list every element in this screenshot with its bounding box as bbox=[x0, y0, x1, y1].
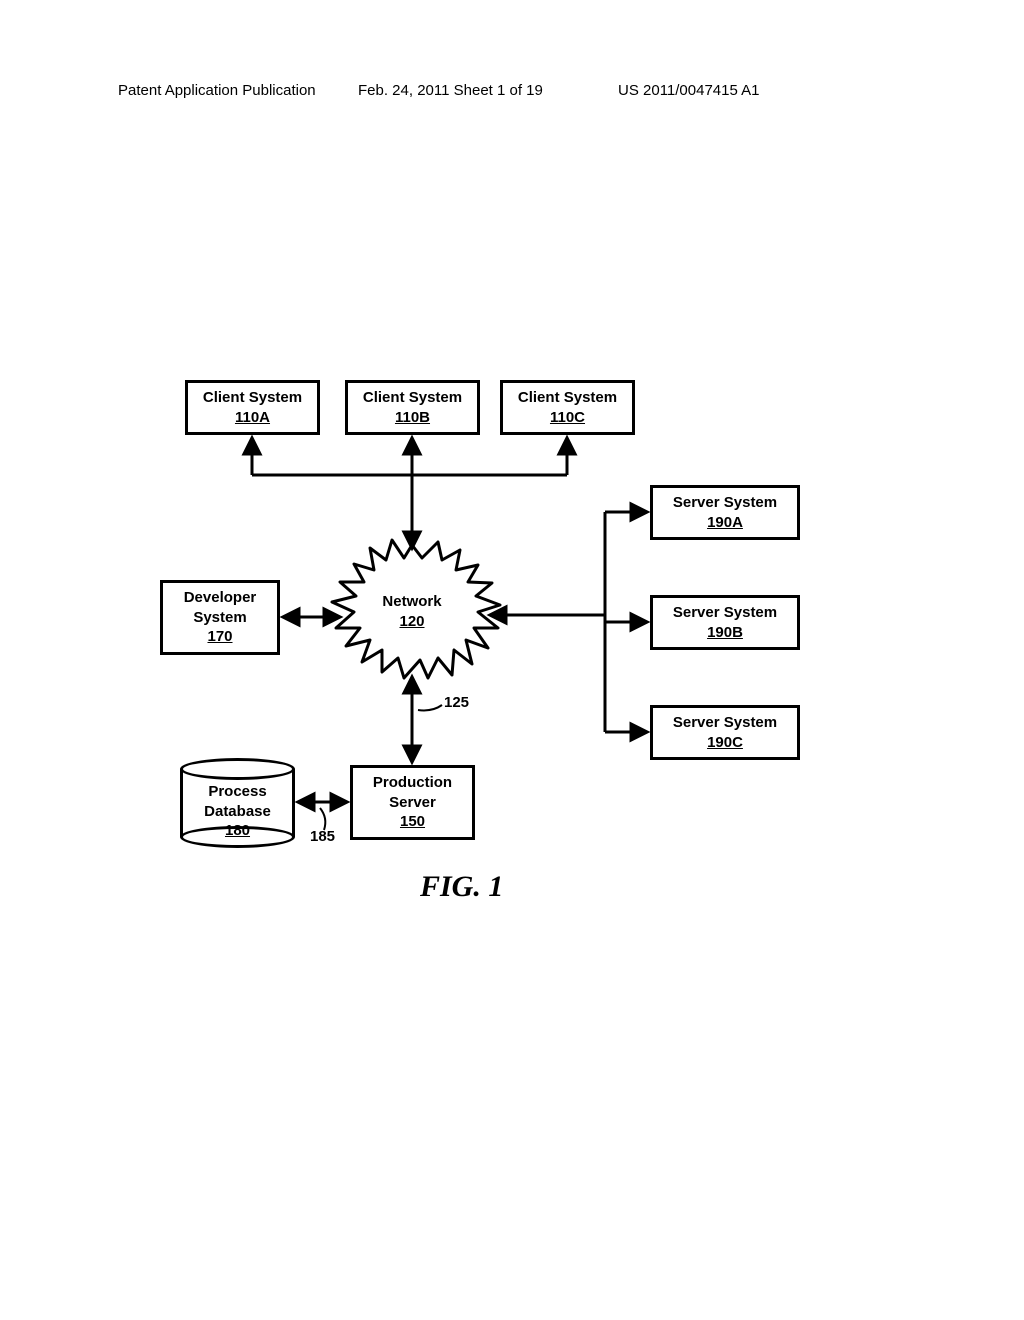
developer-ref: 170 bbox=[207, 627, 232, 647]
client-c-ref: 110C bbox=[550, 408, 585, 428]
db-title2: Database bbox=[204, 803, 271, 820]
header-center: Feb. 24, 2011 Sheet 1 of 19 bbox=[358, 82, 543, 99]
client-system-b: Client System 110B bbox=[345, 380, 480, 435]
server-c-title: Server System bbox=[673, 713, 777, 733]
header-right: US 2011/0047415 A1 bbox=[618, 82, 760, 99]
db-title1: Process bbox=[208, 783, 266, 800]
server-c-ref: 190C bbox=[707, 733, 743, 753]
db-ref: 180 bbox=[225, 822, 250, 839]
developer-title1: Developer bbox=[184, 588, 257, 608]
figure-1-diagram: Client System 110A Client System 110B Cl… bbox=[160, 380, 860, 930]
client-c-title: Client System bbox=[518, 388, 617, 408]
process-database: Process Database 180 bbox=[180, 758, 295, 848]
network-title: Network bbox=[382, 593, 441, 610]
server-a-ref: 190A bbox=[707, 513, 743, 533]
network-node: Network 120 bbox=[362, 592, 462, 631]
page-header: Patent Application Publication Feb. 24, … bbox=[0, 82, 1024, 102]
client-system-c: Client System 110C bbox=[500, 380, 635, 435]
developer-title2: System bbox=[193, 608, 246, 628]
server-a-title: Server System bbox=[673, 493, 777, 513]
client-system-a: Client System 110A bbox=[185, 380, 320, 435]
prodserver-title1: Production bbox=[373, 773, 452, 793]
client-b-ref: 110B bbox=[395, 408, 430, 428]
client-a-title: Client System bbox=[203, 388, 302, 408]
client-b-title: Client System bbox=[363, 388, 462, 408]
prodserver-ref: 150 bbox=[400, 812, 425, 832]
leader-185: 185 bbox=[310, 828, 335, 845]
header-left: Patent Application Publication bbox=[118, 82, 316, 99]
server-system-b: Server System 190B bbox=[650, 595, 800, 650]
server-system-a: Server System 190A bbox=[650, 485, 800, 540]
prodserver-title2: Server bbox=[389, 793, 436, 813]
leader-125: 125 bbox=[444, 694, 469, 711]
page: Patent Application Publication Feb. 24, … bbox=[0, 0, 1024, 1320]
production-server: Production Server 150 bbox=[350, 765, 475, 840]
figure-label: FIG. 1 bbox=[420, 870, 503, 904]
server-system-c: Server System 190C bbox=[650, 705, 800, 760]
client-a-ref: 110A bbox=[235, 408, 270, 428]
server-b-title: Server System bbox=[673, 603, 777, 623]
server-b-ref: 190B bbox=[707, 623, 743, 643]
developer-system: Developer System 170 bbox=[160, 580, 280, 655]
network-ref: 120 bbox=[399, 613, 424, 630]
